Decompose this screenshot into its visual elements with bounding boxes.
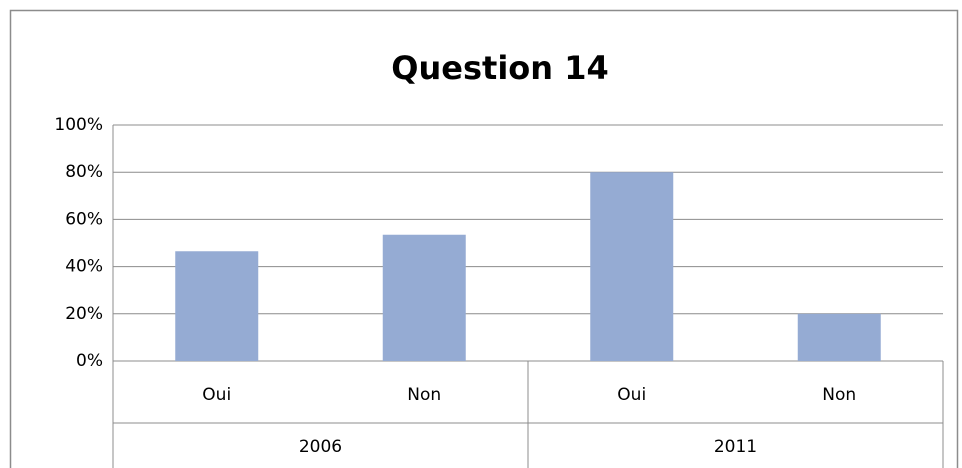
group-label: 2011: [714, 437, 757, 457]
chart-title: Question 14: [391, 49, 608, 87]
y-tick-label: 20%: [65, 304, 103, 324]
y-tick-label: 100%: [54, 115, 103, 135]
y-tick-label: 40%: [65, 257, 103, 277]
y-tick-label: 0%: [76, 351, 103, 371]
bar: [382, 234, 466, 361]
x-tick-label: Oui: [202, 385, 231, 405]
bar: [175, 251, 259, 361]
group-label: 2006: [299, 437, 342, 457]
x-tick-label: Non: [822, 385, 856, 405]
chart-border: [9, 9, 959, 468]
x-tick-label: Non: [407, 385, 441, 405]
bar: [797, 313, 881, 361]
y-tick-label: 80%: [65, 162, 103, 182]
y-tick-label: 60%: [65, 209, 103, 229]
bar: [590, 172, 674, 361]
x-tick-label: Oui: [617, 385, 646, 405]
